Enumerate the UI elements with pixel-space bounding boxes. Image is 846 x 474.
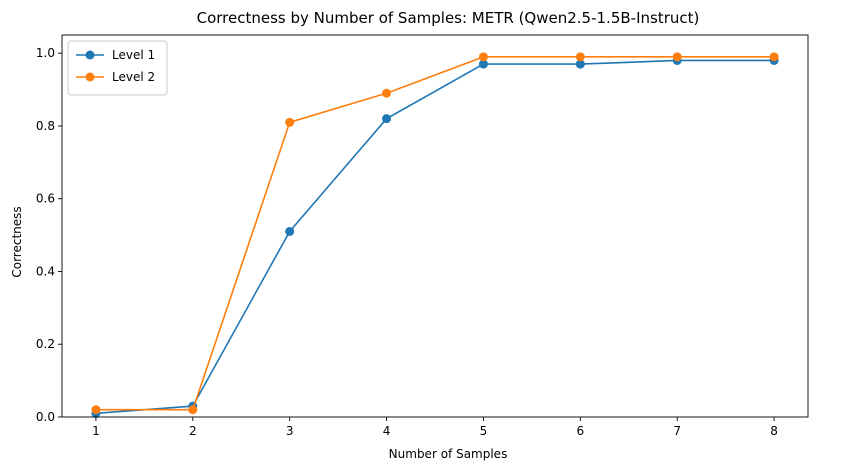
axes-frame <box>61 34 809 418</box>
y-tick-label: 0.6 <box>36 192 55 206</box>
y-tick-label: 0.0 <box>36 410 55 424</box>
legend-marker-1 <box>85 50 95 60</box>
x-tick-label: 2 <box>189 424 197 438</box>
legend-label-1: Level 1 <box>112 48 155 62</box>
data-point-series-1 <box>382 114 392 124</box>
series-line-1 <box>95 59 775 415</box>
x-tick-label: 8 <box>770 424 778 438</box>
x-tick-label: 1 <box>92 424 100 438</box>
y-axis-label: Correctness <box>10 206 24 277</box>
data-point-series-2 <box>672 52 682 62</box>
data-point-series-2 <box>91 405 101 415</box>
x-axis-label: Number of Samples <box>389 447 508 461</box>
legend-marker-2 <box>85 72 95 82</box>
chart-title: Correctness by Number of Samples: METR (… <box>197 9 700 27</box>
data-point-series-2 <box>478 52 488 62</box>
series-line-2 <box>95 56 775 411</box>
data-point-series-1 <box>285 226 295 236</box>
legend: Level 1 Level 2 <box>67 40 168 96</box>
y-tick-label: 0.8 <box>36 119 55 133</box>
data-point-series-2 <box>285 117 295 127</box>
data-point-series-2 <box>382 88 392 98</box>
data-point-series-1 <box>575 59 585 69</box>
data-point-series-2 <box>188 405 198 415</box>
axes: 1 2 3 4 5 6 7 8 0.0 0.2 0.4 0.6 0.8 1.0 <box>36 34 809 438</box>
y-tick-label: 0.4 <box>36 264 55 278</box>
x-tick-label: 6 <box>577 424 585 438</box>
data-point-series-2 <box>575 52 585 62</box>
x-tick-label: 3 <box>286 424 294 438</box>
data-point-series-1 <box>478 59 488 69</box>
data-point-series-2 <box>769 52 779 62</box>
x-tick-label: 7 <box>673 424 681 438</box>
y-tick-label: 1.0 <box>36 46 55 60</box>
x-tick-label: 5 <box>480 424 488 438</box>
y-tick-label: 0.2 <box>36 337 55 351</box>
legend-label-2: Level 2 <box>112 70 155 84</box>
plot-area <box>91 52 779 418</box>
x-tick-label: 4 <box>383 424 391 438</box>
